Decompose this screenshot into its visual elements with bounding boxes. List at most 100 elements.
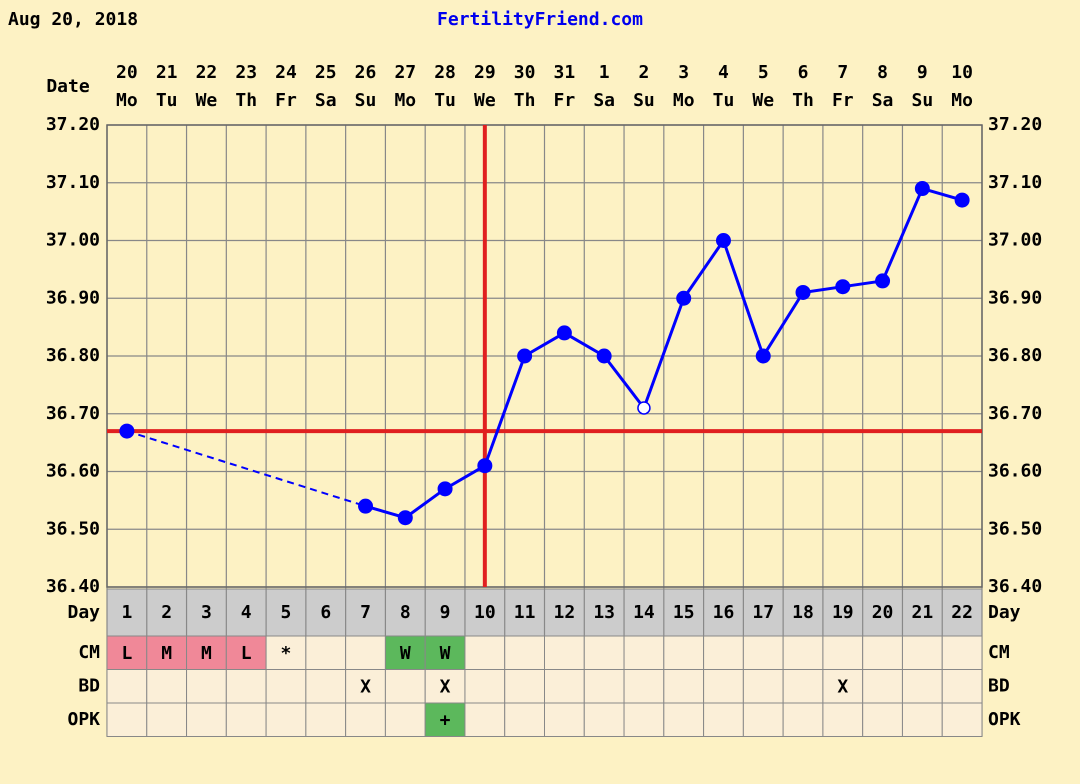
cycle-day: 9 <box>440 602 451 623</box>
x-tick-label: 2 <box>639 62 650 83</box>
cycle-day: 7 <box>360 602 371 623</box>
gap-connector <box>126 430 366 508</box>
row-cell <box>822 702 864 737</box>
cycle-day: 4 <box>241 602 252 623</box>
row-cell <box>583 635 625 670</box>
temp-point <box>715 233 731 248</box>
temp-point <box>437 481 453 497</box>
y-tick-label-right: 37.00 <box>988 230 1042 251</box>
plot-border <box>106 124 983 588</box>
day-label-right: Day <box>988 602 1021 623</box>
weekday-label: Su <box>355 90 377 111</box>
temp-point <box>914 181 930 197</box>
row-cell <box>265 669 307 704</box>
row-cell <box>305 702 347 737</box>
x-tick-label: 1 <box>599 62 610 83</box>
row-cell <box>265 702 307 737</box>
row-cell <box>623 635 665 670</box>
row-cell <box>345 635 386 670</box>
cycle-day: 18 <box>792 602 814 623</box>
row-cell <box>742 635 784 670</box>
row-cell <box>901 635 943 670</box>
cycle-day: 13 <box>593 602 615 623</box>
weekday-label: Mo <box>116 90 138 111</box>
x-tick-label: 20 <box>116 62 138 83</box>
cycle-day: 8 <box>400 602 411 623</box>
row-cell-text: W <box>440 643 451 664</box>
row-cell-text: X <box>440 676 451 697</box>
y-tick-label: 37.00 <box>46 230 100 251</box>
temp-point <box>397 510 413 526</box>
row-cell-text: L <box>241 643 252 664</box>
row-cell <box>424 669 466 704</box>
x-tick-label: 21 <box>156 62 178 83</box>
cycle-day: 20 <box>872 602 894 623</box>
x-tick-label: 6 <box>798 62 809 83</box>
cycle-day: 21 <box>911 602 933 623</box>
row-cell <box>504 669 545 704</box>
row-label-right: OPK <box>988 709 1021 730</box>
x-tick-label: 29 <box>474 62 496 83</box>
weekday-label: Sa <box>872 90 894 111</box>
y-tick-label: 36.80 <box>46 345 100 366</box>
y-tick-label-right: 37.20 <box>988 114 1042 135</box>
x-tick-label: 22 <box>196 62 218 83</box>
row-cell <box>822 669 864 704</box>
y-tick-label-right: 37.10 <box>988 172 1042 193</box>
x-tick-label: 5 <box>758 62 769 83</box>
weekday-label: We <box>752 90 774 111</box>
row-cell <box>464 669 506 704</box>
y-tick-label-right: 36.90 <box>988 287 1042 308</box>
y-tick-label: 36.40 <box>46 576 100 597</box>
y-tick-label-right: 36.40 <box>988 576 1042 597</box>
row-cell <box>225 669 267 704</box>
weekday-label: Mo <box>673 90 695 111</box>
weekday-label: Tu <box>434 90 456 111</box>
row-cell <box>663 702 705 737</box>
row-cell <box>901 669 943 704</box>
x-tick-label: 3 <box>678 62 689 83</box>
site-name: FertilityFriend.com <box>437 9 643 30</box>
temp-point <box>477 458 493 474</box>
temp-point <box>835 279 851 295</box>
x-tick-label: 10 <box>951 62 973 83</box>
x-tick-label: 8 <box>877 62 888 83</box>
y-tick-label-right: 36.50 <box>988 518 1042 539</box>
temp-point <box>875 273 891 289</box>
row-cell-text: + <box>440 710 451 731</box>
weekday-label: Th <box>792 90 814 111</box>
row-cell <box>703 669 744 704</box>
x-tick-label: 23 <box>235 62 257 83</box>
chart-date: Aug 20, 2018 <box>8 9 138 30</box>
weekday-label: Su <box>911 90 933 111</box>
row-cell <box>941 669 983 704</box>
row-cell <box>862 669 903 704</box>
x-tick-label: 25 <box>315 62 337 83</box>
row-label: CM <box>78 642 100 663</box>
y-tick-label: 37.10 <box>46 172 100 193</box>
temp-point <box>556 325 572 341</box>
row-cell <box>305 669 347 704</box>
weekday-label: Sa <box>593 90 615 111</box>
x-tick-label: 26 <box>355 62 377 83</box>
row-cell-text: M <box>201 643 212 664</box>
row-cell <box>345 702 386 737</box>
row-cell <box>146 669 188 704</box>
row-cell <box>862 702 903 737</box>
temp-point <box>676 290 692 306</box>
row-label: OPK <box>67 709 100 730</box>
cycle-day: 17 <box>752 602 774 623</box>
row-cell <box>703 635 744 670</box>
row-cell <box>225 635 267 670</box>
cycle-day: 6 <box>320 602 331 623</box>
y-tick-label-right: 36.70 <box>988 403 1042 424</box>
row-cell-text: W <box>400 643 411 664</box>
row-cell <box>384 702 426 737</box>
row-cell <box>663 669 705 704</box>
row-cell <box>464 635 506 670</box>
row-cell <box>544 669 585 704</box>
weekday-label: Th <box>514 90 536 111</box>
row-cell <box>106 669 148 704</box>
temp-point <box>596 348 612 364</box>
